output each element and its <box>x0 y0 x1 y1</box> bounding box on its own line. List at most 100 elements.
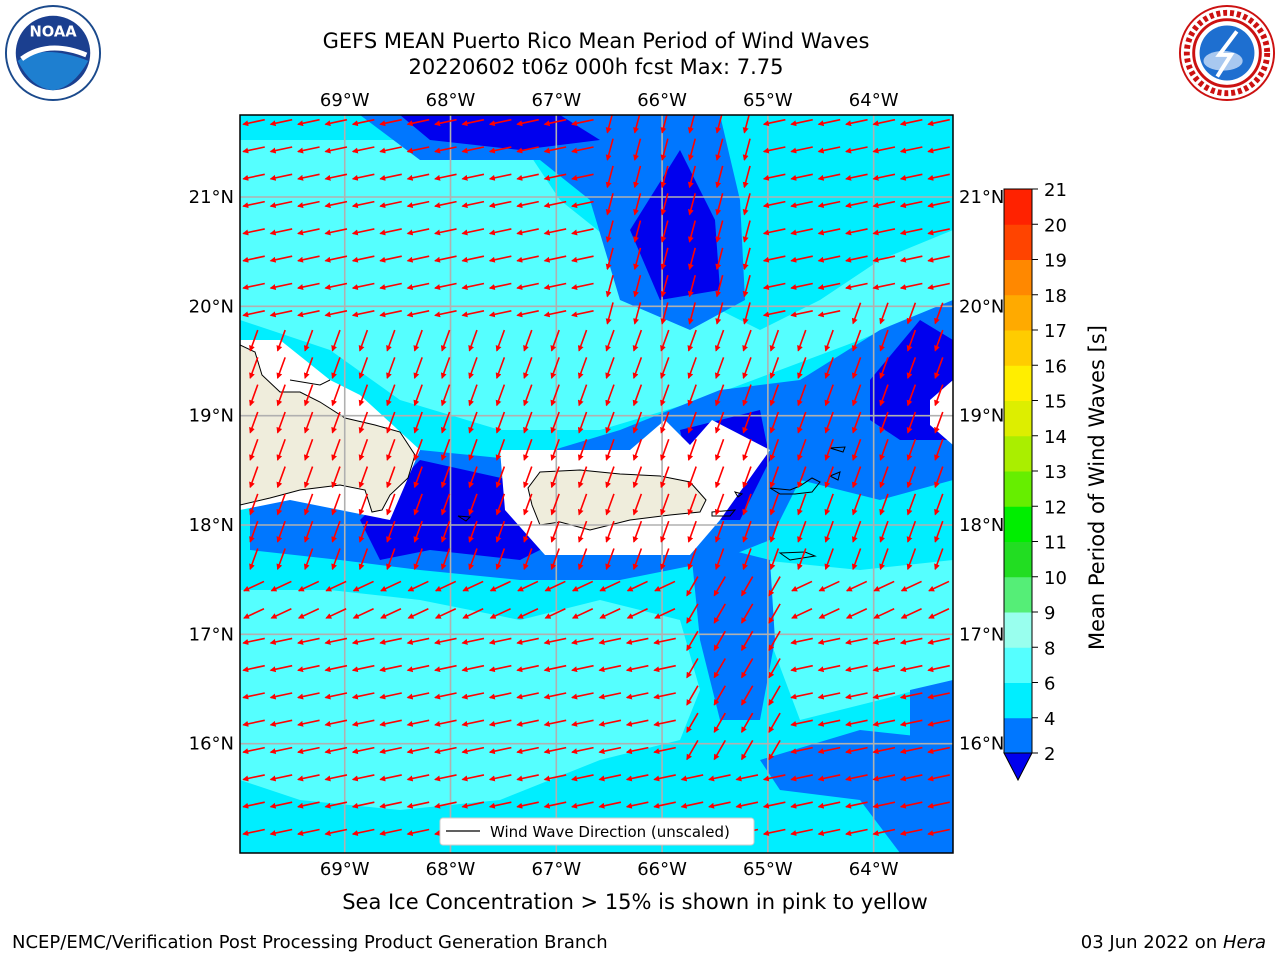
wave-direction-arrow <box>790 719 813 727</box>
wave-direction-arrow <box>523 411 533 434</box>
wave-direction-arrow <box>762 228 786 236</box>
wave-direction-arrow <box>872 692 896 700</box>
wave-direction-arrow <box>633 274 642 298</box>
wave-direction-arrow <box>633 193 642 216</box>
wave-direction-arrow <box>462 608 484 619</box>
wave-direction-arrow <box>406 774 430 782</box>
wave-direction-arrow <box>872 118 896 127</box>
wave-direction-arrow <box>660 302 669 325</box>
wave-direction-arrow <box>686 658 699 679</box>
wave-direction-arrow <box>899 146 923 154</box>
wave-direction-arrow <box>276 548 286 571</box>
wave-direction-arrow <box>687 548 697 571</box>
wave-direction-arrow <box>879 438 889 461</box>
wave-direction-arrow <box>742 329 752 352</box>
wave-direction-arrow <box>680 774 704 782</box>
wave-direction-arrow <box>742 302 751 325</box>
footer-host: Hera <box>1222 932 1266 953</box>
wave-direction-arrow <box>358 493 369 516</box>
wave-direction-arrow <box>762 200 786 209</box>
wave-direction-arrow <box>440 411 451 434</box>
colorbar-segment <box>1004 435 1032 472</box>
wave-direction-arrow <box>768 658 781 679</box>
wave-direction-arrow <box>625 637 649 645</box>
wave-direction-arrow <box>406 200 430 209</box>
wave-direction-arrow <box>927 228 950 236</box>
wave-direction-arrow <box>709 857 731 862</box>
wave-direction-arrow <box>516 774 539 782</box>
wave-direction-arrow <box>270 608 292 619</box>
wave-direction-arrow <box>818 580 840 592</box>
wave-direction-arrow <box>461 173 485 181</box>
wave-direction-arrow <box>303 493 314 516</box>
wave-direction-arrow <box>654 580 676 592</box>
wave-direction-arrow <box>741 603 754 624</box>
wave-direction-arrow <box>934 466 944 489</box>
wave-direction-arrow <box>269 664 293 673</box>
wave-direction-arrow <box>331 466 341 489</box>
wave-direction-arrow <box>571 255 594 263</box>
wave-direction-arrow <box>742 493 752 516</box>
wave-direction-arrow <box>413 357 423 379</box>
wave-direction-arrow <box>879 329 889 352</box>
wave-direction-arrow <box>386 329 396 352</box>
wave-direction-arrow <box>516 801 539 809</box>
wave-direction-arrow <box>303 357 314 379</box>
wave-direction-arrow <box>571 664 594 673</box>
wave-direction-arrow <box>516 637 539 645</box>
wave-direction-arrow <box>872 282 896 290</box>
wave-direction-arrow <box>817 828 841 836</box>
wave-direction-arrow <box>633 138 642 161</box>
wave-direction-arrow <box>899 746 923 755</box>
wave-direction-arrow <box>379 637 402 645</box>
wave-direction-arrow <box>790 828 813 836</box>
wave-direction-arrow <box>249 384 259 407</box>
wave-direction-arrow <box>625 664 649 673</box>
lat-label-left: 16°N <box>189 734 234 755</box>
colorbar-tick-label: 20 <box>1044 215 1067 236</box>
wave-direction-arrow <box>468 466 478 489</box>
wave-direction-arrow <box>851 302 862 325</box>
wave-direction-arrow <box>687 438 697 461</box>
wave-direction-arrow <box>714 438 725 461</box>
wave-direction-arrow <box>379 146 402 154</box>
wave-direction-arrow <box>297 255 320 263</box>
wave-direction-arrow <box>769 438 780 461</box>
wave-direction-arrow <box>762 282 786 290</box>
colorbar-tick-label: 11 <box>1044 533 1067 554</box>
wave-direction-arrow <box>625 719 649 727</box>
wave-direction-arrow <box>817 637 841 645</box>
lon-label-top: 67°W <box>531 90 581 111</box>
wave-direction-arrow <box>406 719 430 727</box>
wave-direction-arrow <box>242 228 265 236</box>
wave-direction-arrow <box>434 173 457 181</box>
wave-direction-arrow <box>550 438 560 461</box>
wave-direction-arrow <box>298 857 320 862</box>
wave-direction-arrow <box>713 603 726 624</box>
wave-direction-arrow <box>550 329 560 352</box>
wave-direction-arrow <box>605 520 615 543</box>
wave-direction-arrow <box>686 712 699 733</box>
lon-label-bottom: 68°W <box>426 859 476 880</box>
wave-direction-arrow <box>543 774 567 782</box>
wave-direction-arrow <box>269 146 293 154</box>
wave-direction-arrow <box>872 801 896 809</box>
wave-direction-arrow <box>817 719 841 727</box>
wave-direction-arrow <box>462 580 484 592</box>
wave-direction-arrow <box>845 282 868 290</box>
wave-direction-arrow <box>324 801 348 809</box>
wave-direction-arrow <box>297 801 320 809</box>
wave-direction-arrow <box>899 664 923 673</box>
wave-direction-arrow <box>605 138 614 161</box>
wave-direction-arrow <box>495 520 506 543</box>
wave-direction-arrow <box>824 493 834 516</box>
wave-direction-arrow <box>331 411 341 434</box>
wave-direction-arrow <box>269 310 293 318</box>
wave-direction-arrow <box>543 118 567 127</box>
wave-direction-arrow <box>324 746 348 755</box>
wave-direction-arrow <box>461 719 485 727</box>
wave-direction-arrow <box>713 685 726 706</box>
wave-direction-arrow <box>687 411 697 434</box>
wave-direction-arrow <box>324 310 348 318</box>
wave-direction-arrow <box>715 138 724 161</box>
